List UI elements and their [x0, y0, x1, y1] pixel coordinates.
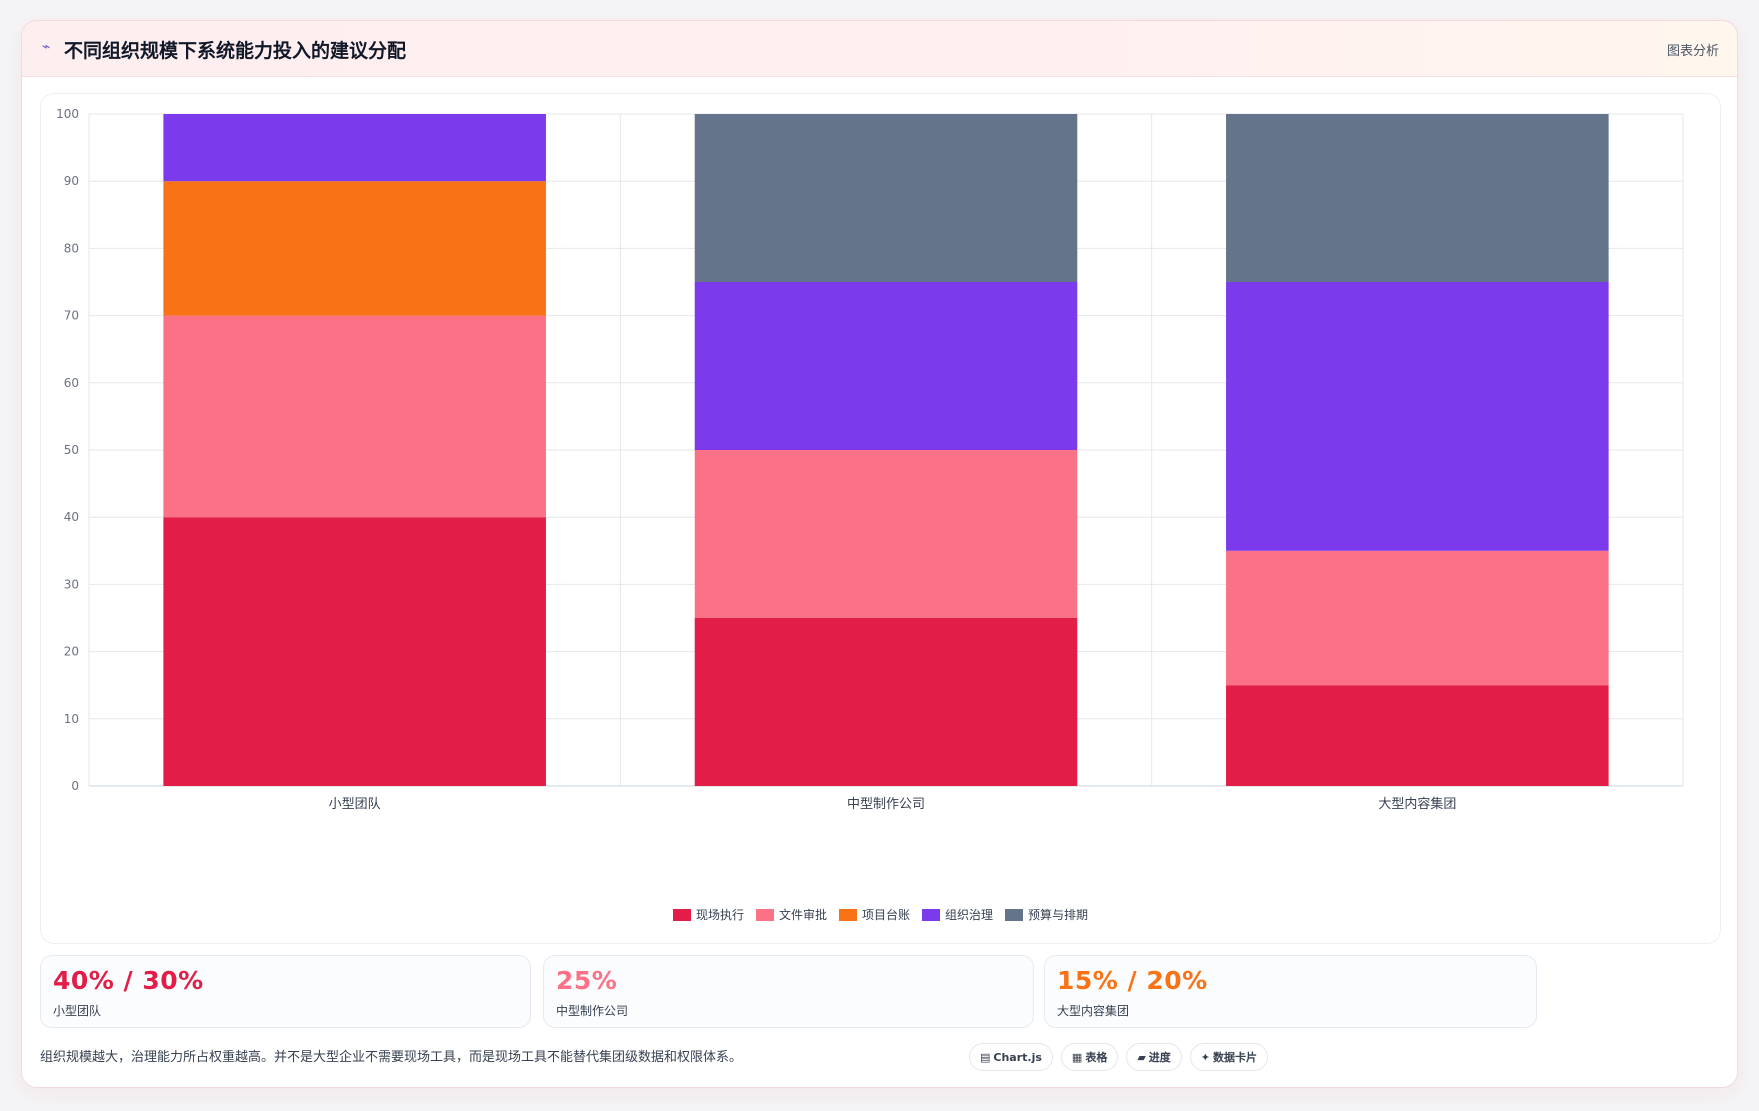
y-tick-label: 0: [71, 779, 79, 793]
legend-label: 现场执行: [695, 908, 744, 922]
chip-progress[interactable]: ▰ 进度: [1126, 1043, 1182, 1071]
chart-line-icon: ⌁: [42, 39, 51, 55]
y-tick-label: 70: [64, 309, 79, 323]
legend-swatch: [755, 908, 774, 921]
stacked-bar-chart: 0 10 20 30 40 50 60 70 80 90 100 小型团队 中型制作公司 大型内容集团: [56, 107, 1684, 812]
chip-label: 进度: [1148, 1051, 1171, 1064]
bar-segment: [163, 315, 546, 518]
stat-label: 中型制作公司: [556, 1004, 629, 1018]
y-tick-label: 20: [64, 645, 79, 659]
y-tick-label: 50: [64, 443, 79, 457]
chip-chartjs[interactable]: ▤ Chart.js: [969, 1043, 1053, 1071]
chip-table[interactable]: ▦ 表格: [1060, 1043, 1119, 1071]
bar-segment: [1226, 114, 1609, 282]
chart-analysis-tag: 图表分析: [1666, 44, 1719, 59]
y-tick-label: 40: [64, 510, 79, 524]
legend-item[interactable]: 文件审批: [755, 906, 827, 923]
legend-label: 文件审批: [778, 908, 827, 922]
bar-segment: [694, 114, 1078, 282]
chip-data-card[interactable]: ✦ 数据卡片: [1189, 1043, 1269, 1071]
card-icon: ✦: [1200, 1050, 1211, 1064]
stat-value: 25%: [556, 966, 618, 995]
chart-panel: 0 10 20 30 40 50 60 70 80 90 100 小型团队 中型制作公司 大型内容集团 现…: [40, 93, 1721, 944]
legend-label: 项目台账: [861, 908, 910, 922]
y-tick-label: 90: [64, 174, 79, 188]
y-tick-label: 60: [64, 376, 79, 390]
bar-segment: [1226, 550, 1609, 686]
stat-value: 15% / 20%: [1057, 966, 1208, 995]
chip-label: 数据卡片: [1213, 1051, 1258, 1064]
bar-segment: [694, 282, 1078, 450]
footer-note: 组织规模越大，治理能力所占权重越高。并不是大型企业不需要现场工具，而是现场工具不…: [40, 1050, 743, 1065]
legend-label: 预算与排期: [1028, 908, 1089, 922]
stat-label: 大型内容集团: [1057, 1004, 1130, 1018]
bar-segment: [163, 114, 546, 182]
stat-card-mid-company: 25% 中型制作公司: [543, 955, 1034, 1028]
chart-card: ⌁ 不同组织规模下系统能力投入的建议分配 图表分析 0 10 20 30 40 50 60 7…: [21, 20, 1738, 1088]
y-tick-label: 100: [56, 107, 79, 121]
bar-segment: [163, 517, 546, 786]
chart-legend: 现场执行 文件审批 项目台账 组织治理 预算与排期: [41, 906, 1720, 923]
x-tick-label: 小型团队: [329, 797, 381, 812]
x-tick-label: 大型内容集团: [1378, 796, 1456, 812]
stat-label: 小型团队: [53, 1004, 102, 1018]
bar-segment: [1226, 282, 1609, 551]
y-tick-label: 80: [64, 241, 79, 255]
chip-label: 表格: [1085, 1051, 1108, 1064]
legend-label: 组织治理: [945, 908, 994, 922]
legend-item[interactable]: 组织治理: [922, 906, 993, 923]
stat-card-large-group: 15% / 20% 大型内容集团: [1044, 955, 1537, 1028]
x-tick-label: 中型制作公司: [847, 797, 925, 812]
y-tick-label: 30: [64, 577, 79, 591]
chart-icon: ▤: [980, 1050, 991, 1064]
legend-item[interactable]: 项目台账: [838, 906, 910, 923]
bar-segment: [694, 618, 1078, 786]
card-header: ⌁ 不同组织规模下系统能力投入的建议分配 图表分析: [22, 21, 1737, 77]
tech-chips: ▤ Chart.js ▦ 表格 ▰ 进度 ✦ 数据卡片: [969, 1043, 1269, 1071]
stat-card-small-team: 40% / 30% 小型团队: [40, 955, 531, 1028]
legend-swatch: [922, 908, 940, 921]
legend-item[interactable]: 预算与排期: [1005, 906, 1088, 923]
legend-item[interactable]: 现场执行: [672, 906, 744, 923]
bar-segment: [163, 181, 546, 316]
progress-icon: ▰: [1137, 1050, 1146, 1064]
y-tick-label: 10: [64, 712, 79, 726]
legend-swatch: [672, 908, 691, 921]
table-icon: ▦: [1071, 1050, 1083, 1064]
stat-value: 40% / 30%: [53, 966, 204, 995]
bar-segment: [1226, 685, 1609, 786]
legend-swatch: [838, 908, 857, 921]
chart-title: 不同组织规模下系统能力投入的建议分配: [64, 40, 407, 62]
bar-segment: [694, 450, 1078, 618]
chip-label: Chart.js: [993, 1050, 1042, 1064]
legend-swatch: [1005, 908, 1024, 921]
